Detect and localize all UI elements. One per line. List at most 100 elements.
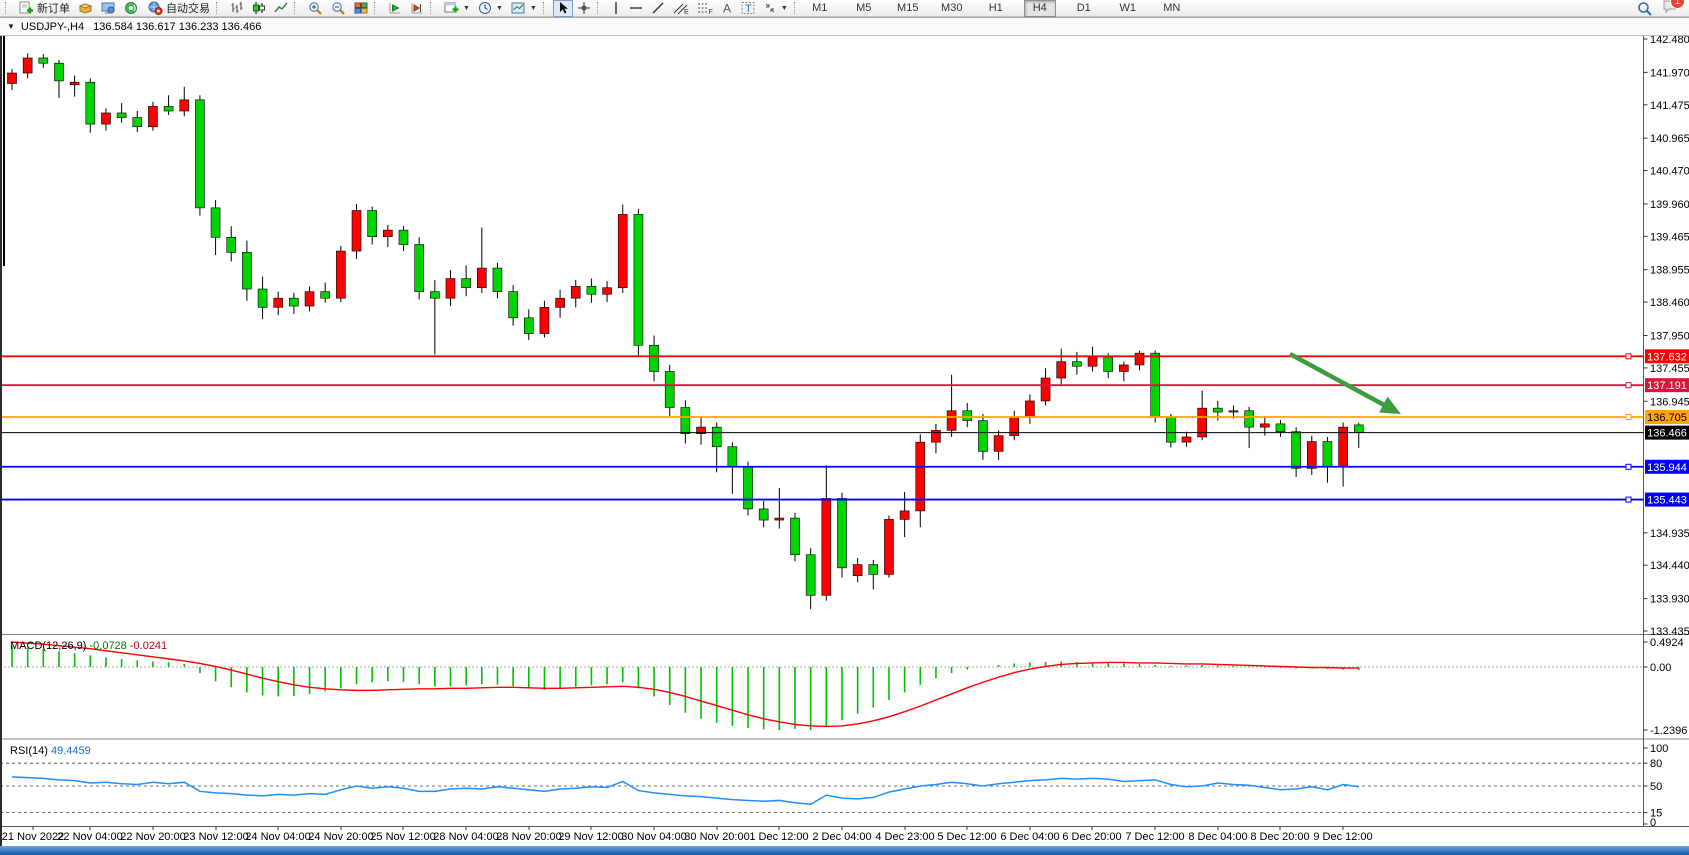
svg-text:141.475: 141.475 bbox=[1650, 100, 1689, 112]
notifications-button[interactable]: 1 bbox=[1662, 0, 1685, 18]
auto-scroll-button[interactable] bbox=[384, 0, 406, 17]
zoom-in-icon bbox=[309, 2, 322, 15]
hline-handle[interactable] bbox=[1625, 382, 1632, 389]
svg-text:133.930: 133.930 bbox=[1650, 594, 1689, 606]
chart-shift-icon bbox=[411, 3, 422, 14]
toolbar-grip[interactable] bbox=[542, 2, 549, 14]
svg-text:30 Nov 04:00: 30 Nov 04:00 bbox=[621, 831, 686, 843]
tf-W1[interactable]: W1 bbox=[1119, 2, 1137, 14]
svg-text:8 Dec 04:00: 8 Dec 04:00 bbox=[1188, 831, 1247, 843]
hline-135.443[interactable]: 135.443 bbox=[0, 492, 1689, 507]
tf-M30[interactable]: M30 bbox=[941, 2, 963, 14]
line-chart-icon bbox=[274, 2, 288, 13]
auto-trading-button[interactable]: 自动交易 bbox=[143, 0, 214, 17]
hline-136.466[interactable]: 136.466 bbox=[0, 425, 1689, 440]
fibonacci-button[interactable]: F bbox=[693, 0, 717, 17]
price-label-box bbox=[1645, 492, 1689, 507]
toolbar-grip[interactable] bbox=[216, 2, 222, 14]
hline-136.705[interactable]: 136.705 bbox=[0, 409, 1689, 424]
chart-shift-button[interactable] bbox=[406, 0, 428, 17]
svg-text:140.470: 140.470 bbox=[1650, 166, 1689, 178]
toolbar-grip[interactable] bbox=[596, 2, 603, 14]
line-chart-button[interactable] bbox=[270, 0, 292, 17]
search-icon[interactable] bbox=[1637, 1, 1652, 16]
crosshair-button[interactable] bbox=[573, 0, 595, 17]
hline-handle[interactable] bbox=[1625, 353, 1632, 360]
tf-M5[interactable]: M5 bbox=[856, 2, 872, 14]
text-button[interactable]: A bbox=[717, 0, 737, 17]
market-watch-button[interactable] bbox=[74, 0, 97, 17]
notification-badge: 1 bbox=[1670, 0, 1685, 9]
toolbar-grip[interactable] bbox=[430, 2, 436, 14]
svg-text:136.945: 136.945 bbox=[1650, 396, 1689, 408]
dropdown-caret-icon: ▼ bbox=[780, 4, 788, 12]
svg-text:0: 0 bbox=[1650, 817, 1656, 829]
svg-text:A: A bbox=[723, 2, 731, 16]
svg-text:100: 100 bbox=[1650, 743, 1668, 755]
svg-text:133.435: 133.435 bbox=[1650, 626, 1689, 638]
chart-window-titlebar[interactable]: ▼ USDJPY-,H4 136.584 136.617 136.233 136… bbox=[0, 17, 1689, 36]
arrows-button[interactable]: ▼ bbox=[759, 0, 792, 17]
toolbar-grip[interactable] bbox=[374, 2, 380, 14]
signals-button[interactable] bbox=[120, 0, 143, 17]
period-button[interactable]: ▼ bbox=[474, 0, 507, 17]
channel-icon: E bbox=[673, 3, 689, 15]
equidistant-channel-button[interactable]: E bbox=[669, 0, 693, 17]
gold-cube-icon bbox=[78, 3, 93, 14]
hline-137.191[interactable]: 137.191 bbox=[0, 378, 1689, 393]
mirror-trading-button[interactable] bbox=[97, 0, 120, 17]
tf-M1[interactable]: M1 bbox=[812, 2, 828, 14]
toolbar-grip[interactable] bbox=[5, 2, 11, 14]
candlestick-chart-button[interactable] bbox=[248, 0, 270, 17]
tf-H1[interactable]: H1 bbox=[988, 2, 1003, 14]
svg-text:22 Nov 04:00: 22 Nov 04:00 bbox=[57, 831, 122, 843]
svg-text:137.455: 137.455 bbox=[1650, 363, 1689, 375]
tf-H4[interactable]: H4 bbox=[1023, 0, 1056, 17]
trend-arrow[interactable] bbox=[1288, 352, 1401, 415]
horizontal-line-button[interactable] bbox=[625, 0, 647, 17]
toolbar-grip[interactable] bbox=[294, 2, 300, 14]
toolbar-grip[interactable] bbox=[793, 2, 800, 14]
tile-windows-button[interactable] bbox=[350, 0, 372, 17]
text-label-button[interactable]: T bbox=[737, 0, 759, 17]
new-order-button[interactable]: 新订单 bbox=[15, 0, 74, 17]
tf-M15[interactable]: M15 bbox=[897, 2, 919, 14]
template-icon bbox=[511, 2, 525, 14]
chart-symbol-period: USDJPY-,H4 bbox=[20, 20, 85, 33]
tf-D1[interactable]: D1 bbox=[1076, 2, 1091, 14]
svg-text:1 Dec 12:00: 1 Dec 12:00 bbox=[749, 831, 808, 843]
price-scale[interactable]: 142.480 141.970 141.475 140.965 140.470 139.9… bbox=[1643, 34, 1689, 638]
bar-chart-button[interactable] bbox=[226, 0, 248, 17]
hline-137.632[interactable]: 137.632 bbox=[0, 349, 1689, 364]
price-label-box bbox=[1645, 425, 1689, 440]
template-button[interactable]: ▼ bbox=[507, 0, 541, 17]
svg-text:30 Nov 20:00: 30 Nov 20:00 bbox=[684, 831, 749, 843]
hline-handle[interactable] bbox=[1625, 496, 1632, 503]
tf-MN[interactable]: MN bbox=[1163, 2, 1181, 14]
candlestick-icon bbox=[253, 2, 265, 14]
svg-text:138.460: 138.460 bbox=[1650, 297, 1689, 309]
vertical-line-button[interactable] bbox=[607, 0, 625, 17]
collapse-triangle-icon[interactable]: ▼ bbox=[7, 22, 15, 31]
svg-text:134.935: 134.935 bbox=[1650, 528, 1689, 540]
signal-icon bbox=[125, 2, 137, 14]
svg-text:137.191: 137.191 bbox=[1647, 380, 1687, 392]
rsi-label: RSI(14) 49.4459 bbox=[10, 745, 91, 757]
horizontal-line-icon bbox=[629, 7, 642, 9]
svg-text:15: 15 bbox=[1650, 808, 1662, 820]
hline-135.944[interactable]: 135.944 bbox=[0, 459, 1689, 474]
svg-text:24 Nov 04:00: 24 Nov 04:00 bbox=[245, 831, 310, 843]
zoom-out-button[interactable] bbox=[327, 0, 350, 17]
hline-handle[interactable] bbox=[1625, 413, 1632, 420]
rsi-panel: 100 80 50 150 RSI(14) 49.4459 bbox=[0, 743, 1668, 829]
add-indicator-button[interactable]: ▼ bbox=[440, 0, 474, 17]
trendline-button[interactable] bbox=[647, 0, 669, 17]
cursor-button[interactable] bbox=[552, 0, 573, 17]
hline-handle[interactable] bbox=[1625, 463, 1632, 470]
trendline-icon bbox=[652, 2, 664, 14]
svg-text:8 Dec 20:00: 8 Dec 20:00 bbox=[1250, 831, 1309, 843]
price-label-box bbox=[1645, 349, 1689, 364]
zoom-in-button[interactable] bbox=[304, 0, 327, 17]
